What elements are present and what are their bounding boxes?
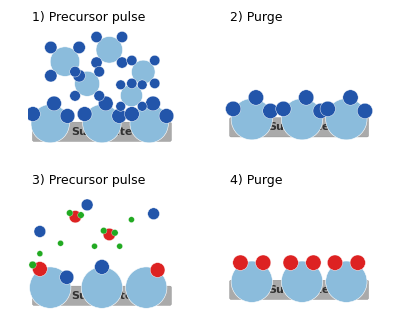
Circle shape: [91, 57, 102, 68]
Circle shape: [120, 84, 142, 107]
Circle shape: [67, 210, 73, 216]
Circle shape: [283, 255, 298, 270]
Circle shape: [130, 104, 168, 143]
Circle shape: [125, 107, 139, 121]
Circle shape: [313, 103, 328, 118]
Circle shape: [116, 31, 128, 43]
Circle shape: [91, 243, 97, 249]
FancyBboxPatch shape: [230, 280, 369, 299]
Circle shape: [343, 90, 358, 105]
Circle shape: [263, 103, 278, 118]
Circle shape: [233, 255, 248, 270]
Circle shape: [255, 255, 271, 270]
Text: 3) Precursor pulse: 3) Precursor pulse: [32, 174, 146, 187]
Circle shape: [248, 90, 263, 105]
Circle shape: [94, 90, 105, 101]
Circle shape: [47, 96, 61, 111]
Circle shape: [148, 208, 160, 220]
Circle shape: [127, 78, 137, 88]
Circle shape: [77, 107, 92, 121]
Circle shape: [101, 227, 107, 234]
Circle shape: [150, 263, 165, 278]
Circle shape: [91, 31, 102, 43]
Circle shape: [70, 90, 80, 101]
Circle shape: [81, 267, 123, 308]
Circle shape: [45, 41, 57, 54]
Text: Substrate: Substrate: [71, 127, 133, 137]
Circle shape: [146, 96, 160, 111]
Circle shape: [116, 101, 126, 111]
Text: Substrate: Substrate: [268, 122, 330, 132]
Circle shape: [225, 101, 241, 116]
Circle shape: [231, 99, 273, 140]
Circle shape: [50, 47, 80, 76]
Text: Substrate: Substrate: [71, 291, 133, 301]
Circle shape: [75, 71, 100, 96]
Circle shape: [231, 261, 273, 302]
Circle shape: [282, 99, 323, 140]
Circle shape: [45, 70, 57, 82]
Circle shape: [138, 80, 147, 90]
FancyBboxPatch shape: [32, 122, 171, 141]
Circle shape: [60, 109, 75, 123]
Circle shape: [26, 107, 41, 121]
Circle shape: [282, 261, 323, 302]
Circle shape: [306, 255, 321, 270]
Circle shape: [298, 90, 314, 105]
Circle shape: [58, 240, 63, 246]
Circle shape: [29, 261, 36, 269]
Circle shape: [83, 104, 121, 143]
Circle shape: [73, 41, 85, 54]
Circle shape: [69, 211, 81, 223]
Circle shape: [138, 101, 147, 111]
Circle shape: [31, 104, 69, 143]
Circle shape: [95, 259, 109, 274]
Circle shape: [357, 103, 373, 118]
Circle shape: [94, 66, 105, 77]
Circle shape: [126, 267, 167, 308]
Circle shape: [116, 57, 128, 68]
Circle shape: [117, 243, 123, 249]
Circle shape: [34, 226, 46, 237]
Circle shape: [326, 261, 367, 302]
Circle shape: [132, 60, 155, 84]
Circle shape: [116, 80, 126, 90]
Circle shape: [326, 99, 367, 140]
FancyBboxPatch shape: [230, 118, 369, 137]
Circle shape: [81, 199, 93, 211]
Circle shape: [60, 270, 74, 284]
Circle shape: [327, 255, 343, 270]
Circle shape: [150, 78, 160, 88]
Circle shape: [78, 212, 84, 218]
Circle shape: [103, 228, 115, 241]
Circle shape: [150, 55, 160, 66]
Text: 1) Precursor pulse: 1) Precursor pulse: [32, 11, 146, 24]
Circle shape: [112, 109, 127, 123]
FancyBboxPatch shape: [32, 286, 171, 305]
Circle shape: [276, 101, 291, 116]
Circle shape: [159, 109, 174, 123]
Circle shape: [127, 55, 137, 66]
Text: Substrate: Substrate: [268, 285, 330, 295]
Circle shape: [37, 251, 43, 257]
Circle shape: [73, 70, 85, 82]
Text: 2) Purge: 2) Purge: [230, 11, 282, 24]
Circle shape: [111, 230, 118, 236]
Circle shape: [320, 101, 335, 116]
Circle shape: [96, 37, 123, 63]
Circle shape: [32, 262, 47, 277]
Circle shape: [128, 217, 134, 223]
Circle shape: [350, 255, 365, 270]
Circle shape: [30, 267, 71, 308]
Text: 4) Purge: 4) Purge: [230, 174, 282, 187]
Circle shape: [98, 96, 113, 111]
Circle shape: [70, 66, 80, 77]
